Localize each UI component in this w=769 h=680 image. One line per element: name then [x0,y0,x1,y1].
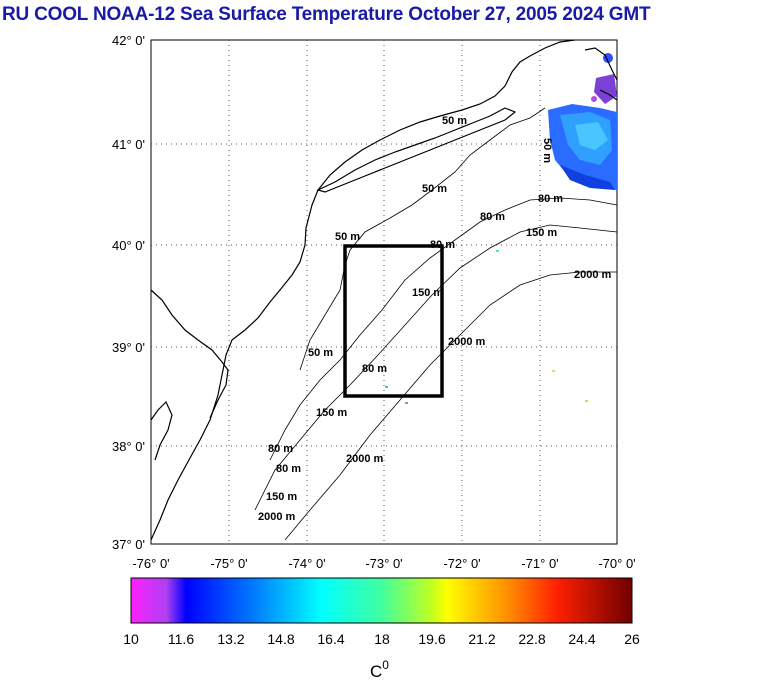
contour-2000m-line [284,271,617,541]
coast-delaware-bay [150,289,229,419]
cb-tick-22-8: 22.8 [518,631,545,647]
contour-80m-line [269,197,618,461]
contour-80m-sw2: 80 m [276,463,301,475]
colorbar [130,577,633,624]
graticule [151,40,617,544]
lat-label-37: 37° 0' [112,537,145,552]
colorbar-unit-label: C0 [370,658,389,680]
contour-80m-box: 80 m [430,239,455,251]
contour-150m-east: 150 m [526,227,557,239]
latitude-axis: 42° 0' 41° 0' 40° 0' 39° 0' 38° 0' 37° 0… [112,33,145,552]
contour-150m-line [254,224,618,511]
contour-2000m-south: 2000 m [346,453,384,465]
coast-islands [599,89,618,101]
unit-superscript: 0 [382,658,389,672]
cb-tick-18: 18 [374,631,390,647]
contour-labels: 50 m 50 m 80 m 80 m 150 m 2000 m 50 m 50… [258,115,612,523]
sst-patch-cyan [575,122,608,150]
cb-tick-26: 26 [624,631,640,647]
contour-2000m-box: 2000 m [448,336,486,348]
contour-50m-west: 50 m [308,347,333,359]
contour-50m-box: 50 m [335,231,360,243]
longitude-axis: -76° 0' -75° 0' -74° 0' -73° 0' -72° 0' … [132,556,635,571]
sst-dot-2 [591,96,597,102]
lon-label-70: -70° 0' [598,556,635,571]
lon-label-74: -74° 0' [288,556,325,571]
contour-150m-box: 150 m [412,287,443,299]
contour-2000m-sw: 2000 m [258,511,296,523]
sst-data-patch [385,53,617,404]
colorbar-ticks: 10 11.6 13.2 14.8 16.4 18 19.6 21.2 22.8… [123,631,640,647]
lat-label-42: 42° 0' [112,33,145,48]
sst-dot-5 [585,400,588,402]
contour-80m-east: 80 m [538,193,563,205]
contour-150m-sw: 150 m [266,491,297,503]
contour-80m-east2: 80 m [480,211,505,223]
cb-tick-10: 10 [123,631,139,647]
cb-tick-13-2: 13.2 [217,631,244,647]
lon-label-76: -76° 0' [132,556,169,571]
contour-2000m-east: 2000 m [574,269,612,281]
cb-tick-16-4: 16.4 [317,631,344,647]
sst-dot-7 [385,386,388,388]
contour-80m-sw: 80 m [268,443,293,455]
cb-tick-21-2: 21.2 [468,631,495,647]
sst-dot-6 [405,402,408,404]
lat-label-41: 41° 0' [112,137,145,152]
contour-50m-mid: 50 m [422,183,447,195]
contour-50m-ne: 50 m [541,138,553,163]
lat-label-39: 39° 0' [112,340,145,355]
lon-label-72: -72° 0' [443,556,480,571]
coast-chesapeake [150,400,173,461]
coastline [150,39,618,541]
lon-label-73: -73° 0' [365,556,402,571]
lat-label-38: 38° 0' [112,439,145,454]
contour-50m-line [299,107,546,371]
study-area-box [343,244,444,398]
contour-150m-west: 150 m [316,407,347,419]
sst-dot-3 [496,250,499,252]
cb-tick-19-6: 19.6 [418,631,445,647]
contour-80m-west: 80 m [362,363,387,375]
sst-patch-darkblue [560,165,615,190]
lon-label-75: -75° 0' [210,556,247,571]
cb-tick-24-4: 24.4 [568,631,595,647]
unit-base: C [370,662,382,680]
bathymetry-contours [254,107,618,541]
lat-label-40: 40° 0' [112,238,145,253]
lon-label-71: -71° 0' [521,556,558,571]
coast-cape-cod [584,47,618,81]
coast-long-island [316,107,517,193]
cb-tick-14-8: 14.8 [267,631,294,647]
map-title: RU COOL NOAA-12 Sea Surface Temperature … [2,4,651,25]
contour-50m-north: 50 m [442,115,467,127]
cb-tick-11-6: 11.6 [168,631,194,647]
sst-dot-4 [552,370,555,372]
